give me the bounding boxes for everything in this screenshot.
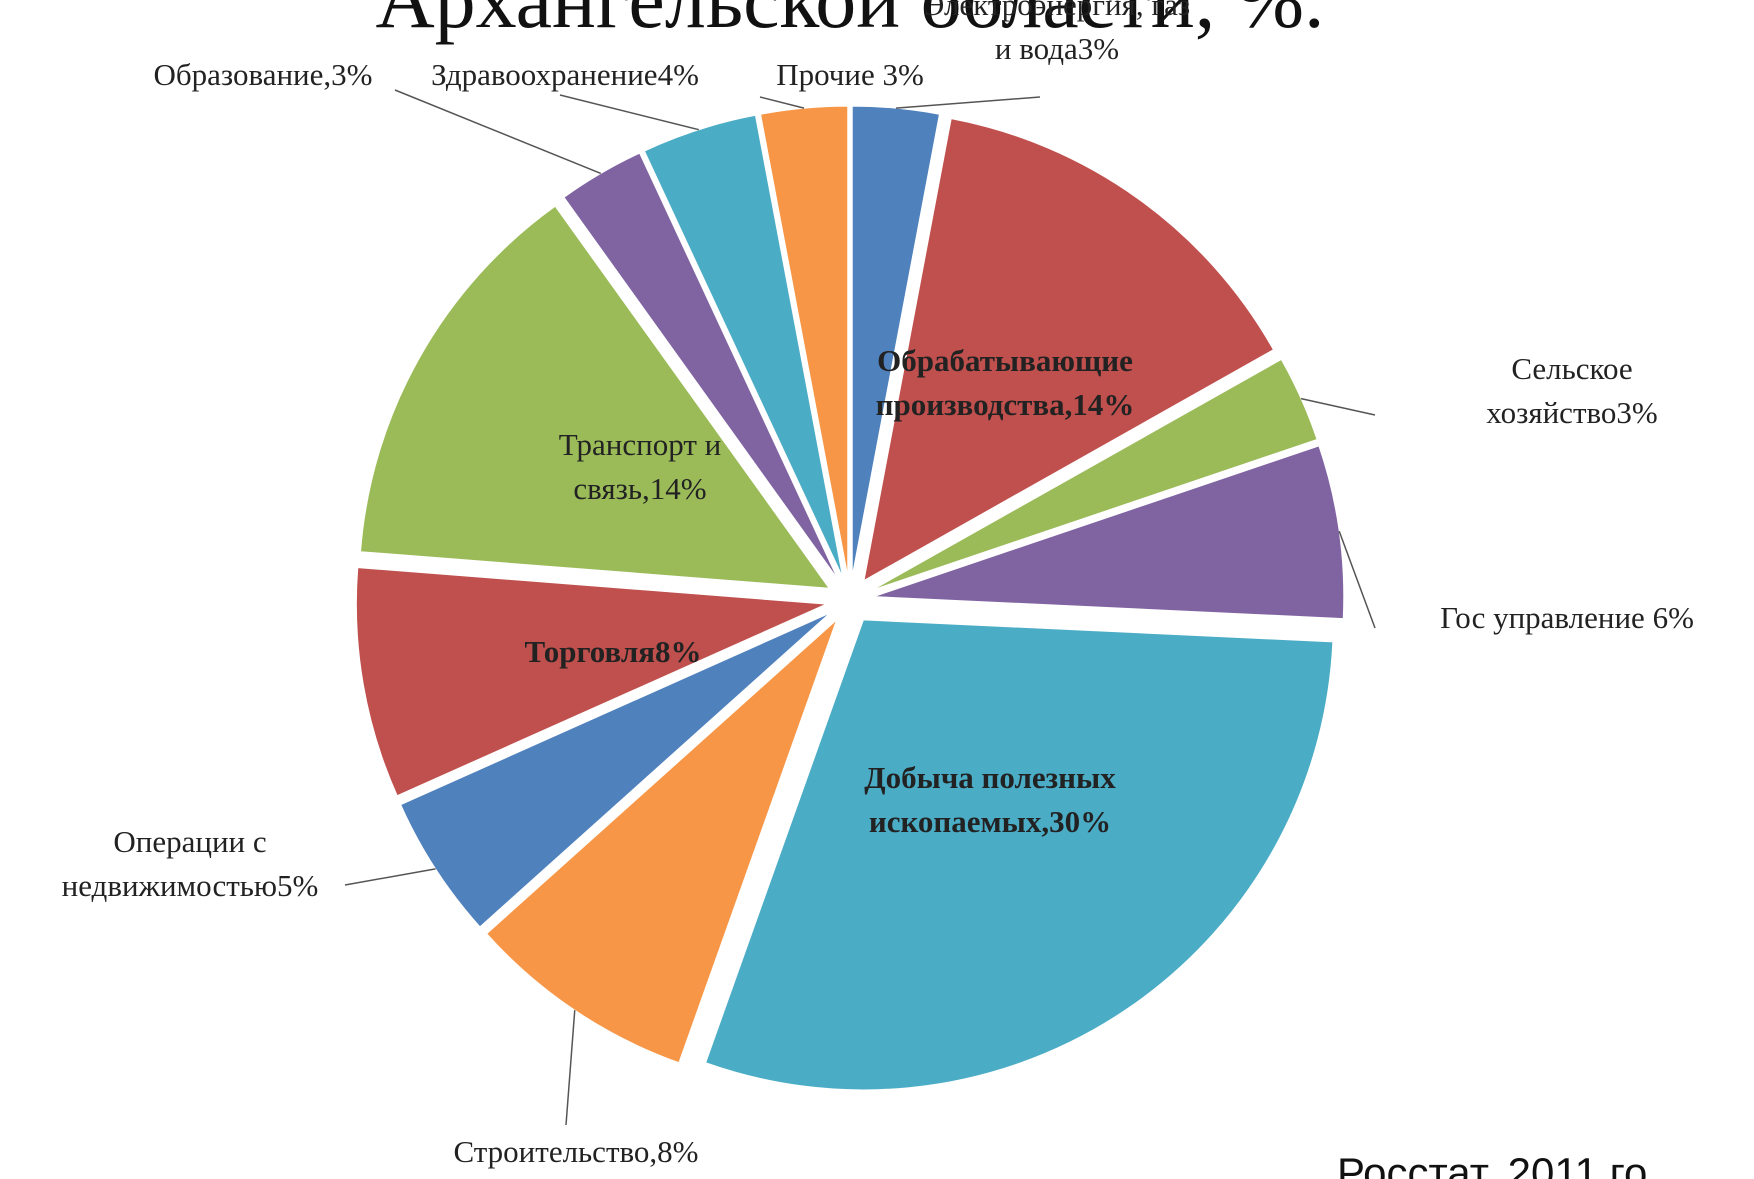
source-note: Росстат, 2011 го xyxy=(1337,1149,1647,1179)
slice-label: недвижимостью5% xyxy=(62,868,319,903)
slice-label: Электроэнергия, газ xyxy=(924,0,1190,22)
slice-label: Операции с xyxy=(113,824,266,859)
pie-slice xyxy=(355,567,827,797)
leader-line xyxy=(559,94,699,131)
pie-slice xyxy=(563,152,839,580)
leader-line xyxy=(759,96,805,109)
slice-label: Строительство,8% xyxy=(453,1134,698,1169)
leader-line xyxy=(1338,530,1376,629)
pie-slice xyxy=(863,118,1275,582)
slice-label: Сельское xyxy=(1511,351,1632,386)
pie-slice xyxy=(485,619,838,1064)
slice-label: производства,14% xyxy=(876,387,1135,422)
slice-label: и вода3% xyxy=(995,31,1119,66)
pie-slice xyxy=(851,105,941,577)
pie-slice xyxy=(759,105,849,577)
slice-label: Здравоохранение4% xyxy=(431,57,699,92)
slice-label: связь,14% xyxy=(573,471,706,506)
slice-label: Прочие 3% xyxy=(776,57,924,92)
leader-line xyxy=(344,868,436,886)
pie-slice xyxy=(359,205,831,589)
chart-title: Архангельской области, %. xyxy=(375,0,1324,45)
slice-label: Гос управление 6% xyxy=(1440,600,1694,635)
slice-label: хозяйство3% xyxy=(1486,395,1657,430)
pie-slice xyxy=(871,358,1318,591)
leader-line xyxy=(394,89,602,175)
slice-label: Образование,3% xyxy=(154,57,373,92)
slice-label: ископаемых,30% xyxy=(869,804,1111,839)
leader-line xyxy=(895,96,1041,109)
leader-line xyxy=(1300,397,1376,416)
pie-slice xyxy=(873,445,1345,620)
pie-slice xyxy=(643,114,844,578)
slice-label: Обрабатывающие xyxy=(877,343,1133,378)
slice-label: Торговля8% xyxy=(524,634,701,669)
pie-slice xyxy=(705,619,1334,1091)
slice-label: Добыча полезных xyxy=(864,760,1116,795)
pie-slice xyxy=(400,612,831,928)
leader-line xyxy=(565,1010,576,1126)
slice-label: Транспорт и xyxy=(559,427,721,462)
